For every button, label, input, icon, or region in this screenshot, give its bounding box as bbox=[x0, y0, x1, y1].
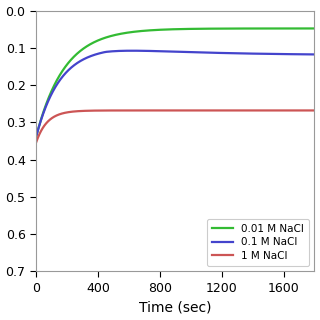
0.01 M NaCl bbox=[141, 29, 145, 33]
Line: 0.01 M NaCl: 0.01 M NaCl bbox=[36, 28, 315, 137]
Line: 1 M NaCl: 1 M NaCl bbox=[36, 110, 315, 143]
1 M NaCl bbox=[34, 141, 38, 145]
0.1 M NaCl bbox=[313, 52, 316, 56]
0.1 M NaCl bbox=[141, 49, 145, 53]
1 M NaCl bbox=[277, 108, 281, 112]
X-axis label: Time (sec): Time (sec) bbox=[139, 300, 212, 315]
1 M NaCl bbox=[307, 108, 311, 112]
Legend: 0.01 M NaCl, 0.1 M NaCl, 1 M NaCl: 0.01 M NaCl, 0.1 M NaCl, 1 M NaCl bbox=[207, 219, 309, 266]
0.1 M NaCl bbox=[130, 49, 134, 52]
0.1 M NaCl bbox=[277, 52, 281, 56]
0.1 M NaCl bbox=[34, 135, 38, 139]
0.1 M NaCl bbox=[307, 52, 311, 56]
0.01 M NaCl bbox=[82, 46, 86, 50]
1 M NaCl bbox=[82, 109, 86, 113]
0.1 M NaCl bbox=[82, 57, 86, 61]
0.1 M NaCl bbox=[66, 69, 70, 73]
1 M NaCl bbox=[141, 108, 145, 112]
0.01 M NaCl bbox=[66, 62, 70, 66]
0.1 M NaCl bbox=[153, 49, 157, 53]
1 M NaCl bbox=[66, 110, 70, 114]
0.01 M NaCl bbox=[153, 28, 157, 32]
0.01 M NaCl bbox=[313, 27, 316, 30]
1 M NaCl bbox=[313, 108, 316, 112]
0.01 M NaCl bbox=[307, 27, 311, 30]
1 M NaCl bbox=[153, 108, 157, 112]
0.01 M NaCl bbox=[34, 135, 38, 139]
Line: 0.1 M NaCl: 0.1 M NaCl bbox=[36, 51, 315, 137]
0.01 M NaCl bbox=[277, 27, 281, 30]
